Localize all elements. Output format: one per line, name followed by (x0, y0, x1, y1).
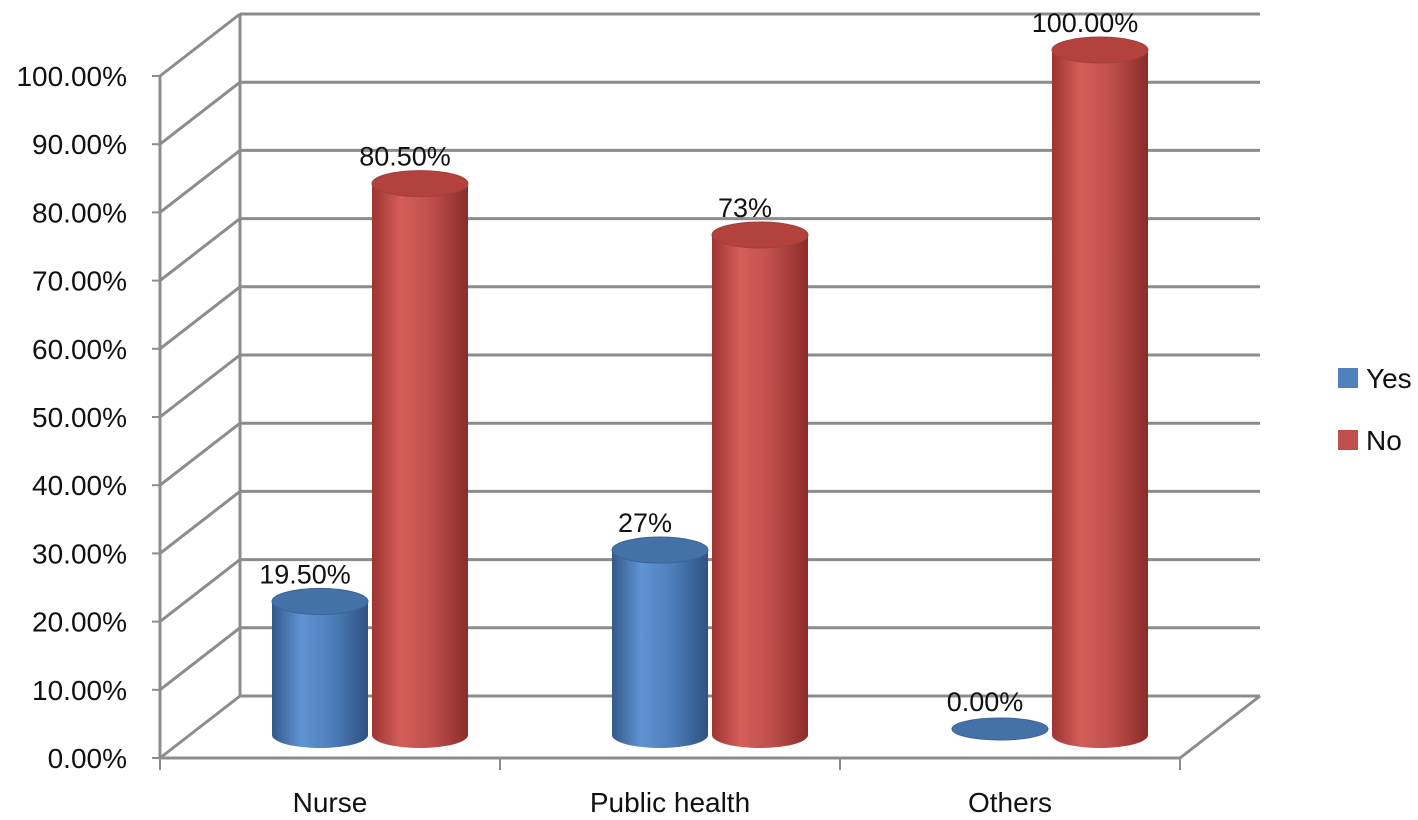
gridline-side (159, 422, 241, 487)
x-axis: Nurse Public health Others (159, 756, 1181, 818)
y-tick-label: 60.00% (32, 334, 127, 365)
gridline-side (159, 353, 241, 419)
floor-right-edge (1179, 694, 1261, 760)
bar-top (1051, 36, 1149, 64)
x-tick-label: Nurse (293, 787, 368, 818)
bar-body (1052, 50, 1148, 748)
bar-body (272, 601, 368, 748)
y-axis-ticks: 0.00% 10.00% 20.00% 30.00% 40.00% 50.00% 60.00… (16, 61, 160, 774)
legend-label-no: No (1366, 425, 1402, 456)
y-tick-label: 70.00% (32, 266, 127, 297)
bar-no-public-health (711, 221, 809, 748)
data-label: 80.50% (359, 142, 451, 172)
gridline-side (159, 217, 241, 282)
bar-body (372, 183, 468, 748)
bar-top (371, 170, 469, 198)
bar-top (611, 536, 709, 564)
gridline-side (159, 490, 241, 555)
data-label: 100.00% (1032, 8, 1139, 38)
y-tick-label: 0.00% (48, 743, 127, 774)
bar-top (951, 717, 1049, 741)
y-tick-label: 90.00% (32, 129, 127, 160)
bar-body (712, 234, 808, 748)
gridline-side (159, 558, 241, 623)
data-label: 0.00% (947, 687, 1024, 717)
data-label: 19.50% (259, 559, 351, 589)
y-tick-label: 10.00% (32, 675, 127, 706)
gridline-side (159, 694, 241, 760)
bar-yes-public-health (611, 536, 709, 748)
legend-swatch-yes (1338, 368, 1358, 388)
bar-no-others (1051, 36, 1149, 748)
gridline-side (159, 149, 241, 214)
y-tick-label: 20.00% (32, 607, 127, 638)
gridline-side (159, 626, 241, 691)
y-tick-label: 50.00% (32, 402, 127, 433)
y-tick-label: 100.00% (16, 61, 127, 92)
y-tick-label: 40.00% (32, 470, 127, 501)
data-label: 73% (718, 193, 772, 223)
gridline-side (159, 285, 241, 350)
bar-top (271, 587, 369, 615)
y-tick-label: 30.00% (32, 538, 127, 569)
y-tick-label: 80.00% (32, 197, 127, 228)
bar-yes-others (951, 717, 1049, 741)
x-tick-label: Public health (590, 787, 750, 818)
gridline-side (159, 12, 241, 78)
bar-no-nurse (371, 170, 469, 748)
gridline-side (159, 81, 241, 146)
data-label: 27% (618, 508, 672, 538)
legend: Yes No (1338, 363, 1412, 456)
x-tick-label: Others (968, 787, 1052, 818)
data-labels: 19.50% 80.50% 27% 73% 0.00% 100.00% (259, 8, 1138, 717)
bar-body (612, 550, 708, 748)
legend-swatch-no (1338, 430, 1358, 450)
bar-yes-nurse (271, 587, 369, 748)
bars (271, 36, 1149, 748)
legend-label-yes: Yes (1366, 363, 1412, 394)
bar-top (711, 221, 809, 249)
